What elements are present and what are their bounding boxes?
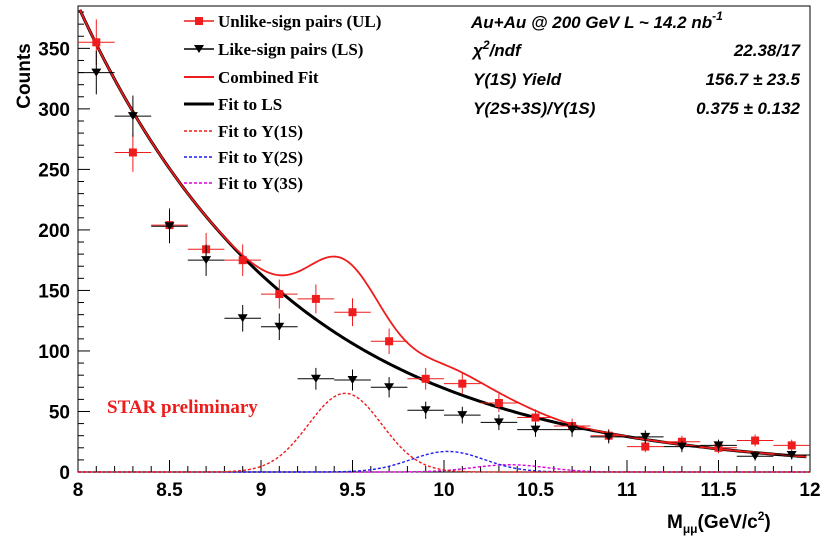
legend-label-ul: Unlike-sign pairs (UL) — [218, 12, 381, 31]
fit-ups1s-curve — [78, 392, 810, 473]
x-tick-label: 10.5 — [517, 480, 554, 501]
chi2-label: χ2/ndf — [471, 38, 523, 60]
yield-value: 156.7 ± 23.5 — [706, 70, 801, 89]
chi2-tail: /ndf — [489, 41, 523, 60]
ls-data-point — [274, 322, 285, 331]
x-tick-label: 8.5 — [156, 480, 183, 501]
collision-text: Au+Au @ 200 GeV L ~ 14.2 nb — [470, 13, 712, 32]
ul-data-point — [128, 148, 137, 157]
x-tick-label: 11.5 — [701, 480, 737, 501]
yield-label: Υ(1S) Yield — [473, 70, 562, 89]
legend-entry-1s-fit: Fit to Υ(1S) — [184, 122, 303, 141]
ls-data-point — [310, 374, 321, 383]
legend-label-3s-fit: Fit to Υ(3S) — [218, 174, 303, 193]
ul-data-point — [311, 294, 320, 303]
ls-data-point — [127, 112, 138, 121]
legend-entry-ls: Like-sign pairs (LS) — [184, 40, 363, 59]
x-axis-title: Mμμ(GeV/c2) — [667, 509, 771, 536]
legend-entry-combined-fit: Combined Fit — [184, 68, 319, 87]
ul-data-point — [385, 337, 394, 346]
x-axis-title-sup: 2 — [758, 509, 765, 523]
ls-data-point — [493, 418, 504, 427]
ls-data-point — [640, 432, 651, 441]
ul-data-point — [641, 442, 650, 451]
legend-entry-ls-fit: Fit to LS — [184, 95, 282, 114]
ul-data-point — [531, 413, 540, 422]
ls-data-point — [420, 406, 431, 415]
y-tick-label: 250 — [38, 160, 70, 181]
chi2-value: 22.38/17 — [733, 41, 802, 60]
ul-data-point — [494, 399, 503, 408]
x-tick-label: 8 — [73, 480, 84, 501]
ls-data-point — [567, 425, 578, 434]
ls-data-point — [164, 222, 175, 231]
y-tick-label: 150 — [38, 281, 70, 302]
ls-data-point — [603, 432, 614, 441]
x-axis-title-main: M — [667, 512, 683, 533]
legend-label-2s-fit: Fit to Υ(2S) — [218, 148, 303, 167]
legend-entry-2s-fit: Fit to Υ(2S) — [184, 148, 303, 167]
x-tick-label: 10 — [433, 480, 454, 501]
x-tick-label: 12 — [799, 480, 820, 501]
fit-info-block: Au+Au @ 200 GeV L ~ 14.2 nb-1 χ2/ndf 22.… — [470, 9, 802, 118]
ratio-value: 0.375 ± 0.132 — [696, 99, 800, 118]
legend-entry-3s-fit: Fit to Υ(3S) — [184, 174, 303, 193]
y-tick-label: 350 — [38, 39, 70, 60]
legend-label-ls: Like-sign pairs (LS) — [218, 40, 363, 59]
y-tick-label: 300 — [38, 100, 70, 121]
x-axis-title-close: ) — [764, 512, 770, 533]
legend-label-1s-fit: Fit to Υ(1S) — [218, 122, 303, 141]
chi2-symbol: χ — [471, 41, 484, 60]
ls-data-point — [750, 452, 761, 461]
ul-data-point — [787, 441, 796, 450]
ls-data-point — [384, 383, 395, 392]
ls-data-point — [347, 376, 358, 385]
ul-data-point — [92, 38, 101, 47]
y-tick-label: 100 — [38, 342, 70, 363]
ls-data-point — [201, 256, 212, 265]
ratio-label: Υ(2S+3S)/Υ(1S) — [473, 99, 596, 118]
legend-label-ls-fit: Fit to LS — [218, 95, 282, 114]
collision-sup: -1 — [712, 9, 723, 23]
x-tick-label: 9.5 — [339, 480, 366, 501]
ls-data-point — [237, 314, 248, 323]
ls-data-point — [91, 68, 102, 77]
ul-data-point — [458, 379, 467, 388]
ul-data-point — [238, 256, 247, 265]
y-axis-title: Counts — [14, 43, 35, 108]
plot-area: 8 8.5 9 9.5 10 10.5 11 11.5 12 0 50 100 150 200 250 300… — [38, 5, 821, 501]
ls-data-point — [457, 411, 468, 420]
ls-data-point — [786, 451, 797, 460]
x-tick-label: 11 — [617, 480, 638, 501]
x-axis-title-unit: (GeV/c — [698, 512, 759, 533]
chi2-sup: 2 — [482, 38, 490, 52]
ul-data-point — [751, 436, 760, 445]
collision-info: Au+Au @ 200 GeV L ~ 14.2 nb-1 — [470, 9, 723, 32]
ls-data-point — [530, 425, 541, 434]
ul-data-point — [275, 290, 284, 299]
ul-data-point — [421, 374, 430, 383]
legend: Unlike-sign pairs (UL) Like-sign pairs (… — [184, 12, 381, 193]
ul-data-point — [348, 308, 357, 317]
y-tick-label: 200 — [38, 221, 70, 242]
y-tick-label: 0 — [59, 463, 70, 484]
ls-data-point — [713, 441, 724, 450]
x-axis-title-sub: μμ — [683, 522, 698, 536]
legend-label-combined-fit: Combined Fit — [218, 68, 319, 87]
ls-data-point — [676, 442, 687, 451]
x-tick-label: 9 — [256, 480, 267, 501]
legend-entry-ul: Unlike-sign pairs (UL) — [184, 12, 381, 31]
y-tick-label: 50 — [49, 402, 70, 423]
star-preliminary-label: STAR preliminary — [107, 397, 258, 418]
